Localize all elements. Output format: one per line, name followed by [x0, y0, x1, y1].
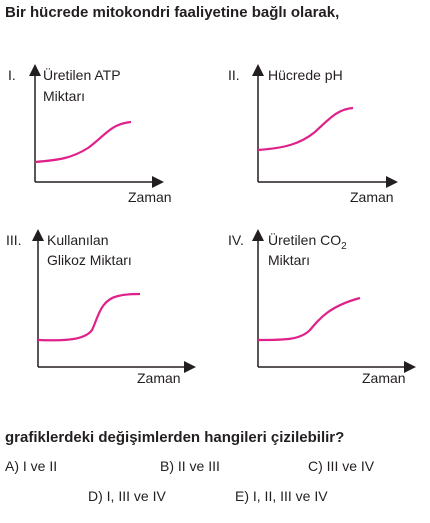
y-label: Üretilen CO2: [268, 231, 347, 252]
graph-1: I. Üretilen ATP Miktarı Zaman: [8, 64, 172, 205]
x-label: Zaman: [137, 370, 181, 386]
y-label: Glikoz Miktarı: [47, 252, 132, 268]
option: E) I, II, III ve IV: [235, 488, 328, 504]
curve: [257, 296, 361, 342]
graph-4: IV. Üretilen CO2 Miktarı Zaman: [228, 229, 416, 386]
y-label: Miktarı: [43, 88, 85, 104]
graph-2: II. Hücrede pH Zaman: [228, 64, 398, 205]
numeral: II.: [228, 67, 240, 83]
option: C) III ve IV: [308, 458, 375, 474]
x-label: Zaman: [350, 189, 394, 205]
subscript: 2: [341, 241, 347, 252]
numeral: III.: [6, 232, 22, 248]
y-label: Üretilen ATP: [43, 66, 121, 83]
option: D) I, III ve IV: [88, 488, 166, 504]
y-label: Miktarı: [268, 252, 310, 268]
y-label: Kullanılan: [47, 232, 109, 248]
graph-3: III. Kullanılan Glikoz Miktarı Zaman: [6, 229, 196, 386]
curve: [37, 292, 141, 342]
x-label: Zaman: [362, 370, 406, 386]
option: B) II ve III: [160, 458, 220, 474]
option: A) I ve II: [5, 458, 57, 474]
x-label: Zaman: [128, 189, 172, 205]
y-label: Hücrede pH: [268, 67, 343, 83]
curve: [34, 120, 132, 164]
numeral: IV.: [228, 232, 244, 248]
title: Bir hücrede mitokondri faaliyetine bağlı…: [5, 4, 339, 21]
y-label-text: Üretilen CO: [268, 231, 341, 248]
numeral: I.: [8, 67, 16, 83]
question: grafiklerdeki değişimlerden hangileri çi…: [5, 429, 344, 446]
curve: [257, 106, 354, 152]
